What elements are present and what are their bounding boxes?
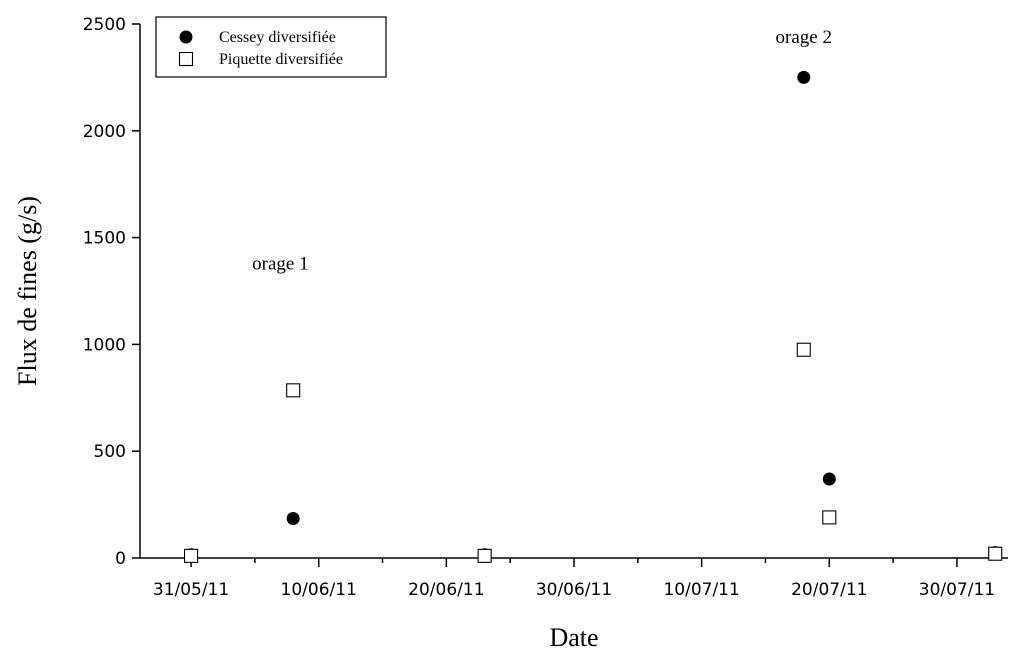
y-axis-ticks: 0 500 1000 1500 2000 2500 bbox=[83, 15, 140, 569]
data-points bbox=[184, 70, 1003, 563]
x-tick-label: 30/06/11 bbox=[536, 580, 612, 600]
x-tick-label: 31/05/11 bbox=[153, 580, 229, 600]
legend-label: Piquette diversifiée bbox=[219, 51, 343, 68]
x-axis-ticks: 31/05/11 10/06/11 20/06/11 30/06/11 10/07/11… bbox=[153, 558, 995, 600]
legend: Cessey diversifiée Piquette diversifiée bbox=[155, 16, 387, 78]
legend-label: Cessey diversifiée bbox=[219, 29, 336, 46]
point-square bbox=[286, 383, 301, 398]
y-tick-label: 1500 bbox=[83, 229, 126, 249]
x-tick-label: 20/07/11 bbox=[791, 580, 867, 600]
point-circle bbox=[822, 472, 836, 486]
annotation-label: orage 2 bbox=[776, 27, 832, 48]
annotation-label: orage 1 bbox=[252, 254, 308, 275]
y-tick-label: 2000 bbox=[83, 122, 126, 142]
legend-circle-marker bbox=[179, 30, 193, 44]
annotations: orage 1 orage 2 bbox=[252, 27, 832, 274]
x-tick-label: 10/06/11 bbox=[281, 580, 357, 600]
point-square bbox=[184, 548, 199, 563]
point-square bbox=[477, 548, 492, 563]
y-tick-label: 1000 bbox=[83, 335, 126, 355]
x-tick-label: 10/07/11 bbox=[663, 580, 739, 600]
y-tick-label: 500 bbox=[94, 442, 126, 462]
x-axis-title: Date bbox=[549, 623, 598, 652]
point-circle bbox=[286, 511, 300, 525]
series-1 bbox=[184, 70, 1002, 562]
x-tick-label: 30/07/11 bbox=[919, 580, 995, 600]
legend-box bbox=[155, 16, 387, 78]
point-square bbox=[796, 342, 811, 357]
point-circle bbox=[797, 70, 811, 84]
y-axis-title: Flux de fines (g/s) bbox=[13, 196, 42, 386]
y-tick-label: 0 bbox=[115, 549, 126, 569]
y-tick-label: 2500 bbox=[83, 15, 126, 35]
point-square bbox=[822, 510, 837, 525]
x-tick-label: 20/06/11 bbox=[408, 580, 484, 600]
legend-square-marker bbox=[178, 51, 194, 67]
point-square bbox=[988, 546, 1003, 561]
series-2 bbox=[184, 342, 1003, 563]
